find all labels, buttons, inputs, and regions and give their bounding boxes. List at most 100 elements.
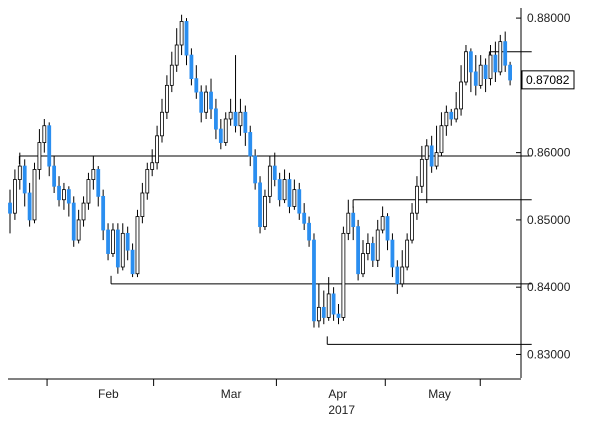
candle bbox=[42, 119, 47, 153]
candle bbox=[243, 105, 248, 146]
candle-body-up bbox=[419, 158, 424, 187]
candle-body-down bbox=[287, 179, 292, 207]
candle bbox=[248, 125, 253, 167]
candle-body-up bbox=[434, 152, 439, 167]
candle bbox=[410, 203, 414, 244]
candle-body-down bbox=[429, 145, 434, 167]
candle bbox=[37, 129, 42, 180]
candle-body-up bbox=[145, 169, 150, 194]
candle bbox=[184, 18, 189, 66]
candle-body-down bbox=[395, 266, 400, 285]
candle-body-down bbox=[22, 165, 27, 194]
candle bbox=[47, 122, 52, 177]
candle-body-up bbox=[228, 111, 233, 120]
candle-body-down bbox=[248, 132, 253, 157]
candle bbox=[464, 45, 468, 86]
candle bbox=[459, 65, 463, 116]
candle bbox=[277, 172, 282, 207]
y-tick-label: 0.85000 bbox=[527, 213, 571, 227]
candle-body-down bbox=[106, 229, 110, 254]
candle bbox=[341, 226, 346, 321]
candle bbox=[238, 98, 243, 136]
candle bbox=[160, 98, 164, 143]
candle bbox=[493, 41, 498, 82]
candle-body-down bbox=[297, 189, 302, 214]
candle-body-up bbox=[111, 229, 115, 254]
candle-body-up bbox=[164, 84, 169, 113]
candle-body-down bbox=[189, 54, 194, 80]
candle bbox=[361, 240, 365, 278]
candle-body-up bbox=[400, 266, 405, 285]
candle-body-up bbox=[135, 216, 140, 275]
candle-body-down bbox=[115, 229, 120, 268]
candle-body-down bbox=[214, 108, 218, 130]
candle bbox=[419, 145, 424, 193]
candle bbox=[326, 277, 331, 321]
candle-body-down bbox=[71, 202, 76, 241]
candle bbox=[356, 219, 361, 281]
candle-body-up bbox=[459, 81, 463, 110]
candle-body-up bbox=[120, 232, 125, 268]
last-price-box bbox=[521, 70, 575, 90]
candle-body-up bbox=[498, 41, 503, 73]
candle-body-up bbox=[454, 108, 459, 120]
candle-body-down bbox=[253, 155, 258, 184]
candle bbox=[478, 55, 483, 89]
candle bbox=[429, 135, 434, 173]
candle bbox=[71, 196, 76, 247]
candle-body-up bbox=[326, 293, 331, 318]
candle-body-up bbox=[32, 169, 37, 221]
candle bbox=[228, 98, 233, 126]
candle bbox=[140, 182, 145, 224]
candle-body-up bbox=[155, 135, 159, 164]
candle-body-down bbox=[66, 189, 71, 204]
candle-body-down bbox=[218, 128, 223, 143]
candle-body-up bbox=[478, 64, 483, 86]
x-axis-year-label: 2017 bbox=[328, 403, 355, 417]
candle-body-up bbox=[316, 306, 321, 322]
candle bbox=[106, 223, 110, 261]
candle-body-down bbox=[96, 169, 101, 197]
candle-body-up bbox=[204, 91, 209, 113]
candle-body-down bbox=[57, 185, 61, 201]
candle bbox=[22, 159, 27, 207]
candle bbox=[81, 196, 86, 227]
candle-body-up bbox=[174, 44, 179, 66]
candle-body-down bbox=[336, 313, 341, 318]
candle-body-down bbox=[385, 216, 390, 241]
candle bbox=[385, 213, 390, 251]
x-axis: Feb Mar Apr May 2017 bbox=[8, 378, 521, 417]
candle-body-down bbox=[27, 192, 32, 221]
candle-body-down bbox=[209, 91, 213, 110]
candle-body-up bbox=[405, 239, 410, 268]
candle bbox=[145, 162, 150, 200]
candle-body-down bbox=[130, 249, 135, 275]
candle bbox=[405, 233, 410, 271]
candle bbox=[454, 92, 459, 123]
candle bbox=[66, 186, 71, 217]
candle bbox=[473, 55, 478, 96]
y-tick-label: 0.83000 bbox=[527, 347, 571, 361]
candle bbox=[233, 55, 238, 133]
level-lines bbox=[18, 51, 532, 345]
candle bbox=[194, 65, 199, 99]
candle bbox=[8, 189, 12, 234]
candle-body-up bbox=[13, 179, 17, 214]
candle-body-down bbox=[351, 212, 356, 228]
candle-body-up bbox=[76, 219, 81, 241]
candle bbox=[503, 31, 508, 72]
x-month-label: May bbox=[428, 387, 451, 401]
candle bbox=[508, 61, 512, 86]
candle-body-up bbox=[238, 111, 243, 127]
candle-body-down bbox=[258, 182, 262, 228]
candle-body-down bbox=[8, 202, 12, 214]
candle bbox=[307, 216, 311, 247]
candle-body-up bbox=[424, 145, 429, 160]
candle bbox=[155, 125, 159, 170]
last-price-label: 0.87082 bbox=[526, 73, 570, 87]
candle bbox=[375, 219, 380, 267]
candle-body-up bbox=[86, 179, 91, 204]
candle-body-up bbox=[150, 162, 155, 170]
candle-body-down bbox=[449, 111, 454, 120]
